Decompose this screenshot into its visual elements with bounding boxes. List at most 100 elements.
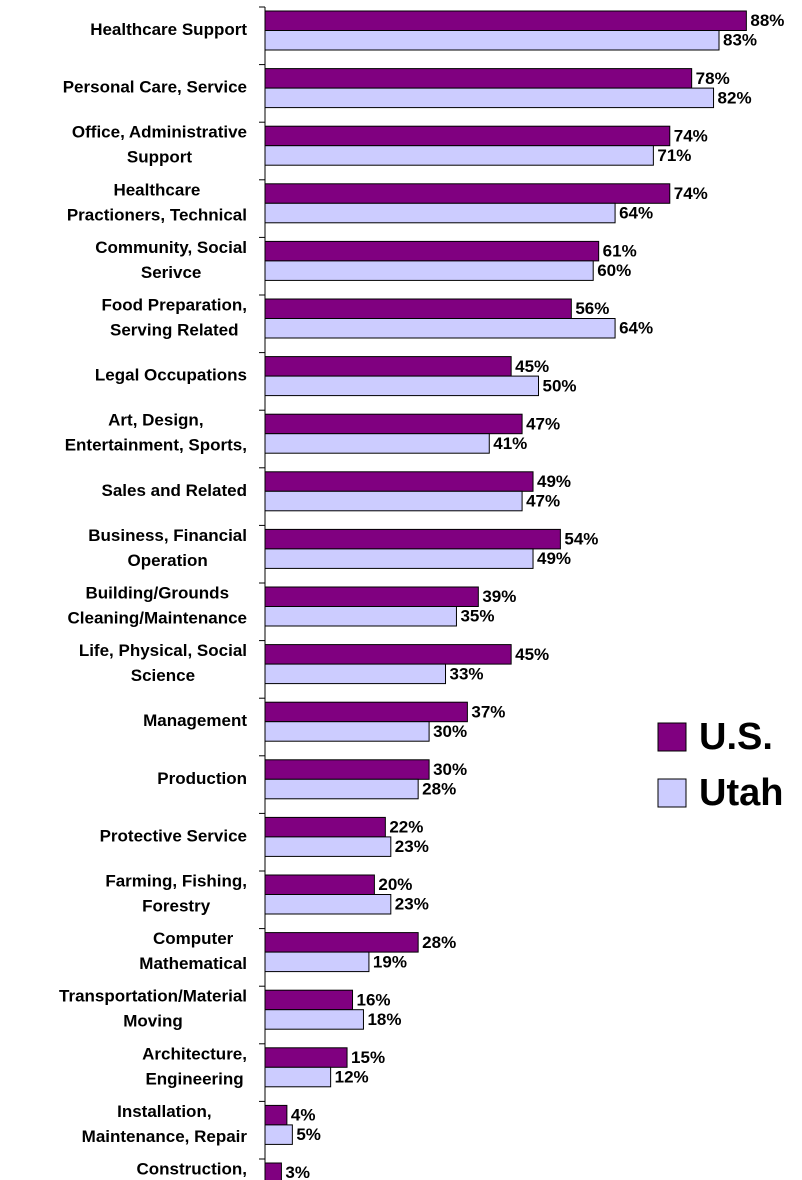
bar xyxy=(264,433,490,454)
data-label: 30% xyxy=(433,760,467,779)
data-label: 5% xyxy=(296,1125,321,1144)
y-tick-label: Management xyxy=(143,711,247,730)
y-tick-label: Sales and Related xyxy=(101,481,247,500)
bar xyxy=(264,701,468,723)
bar xyxy=(264,490,523,512)
data-label: 18% xyxy=(367,1010,401,1029)
bar xyxy=(264,87,715,109)
bar xyxy=(264,202,616,224)
bar xyxy=(264,932,419,953)
data-label: 20% xyxy=(378,875,412,894)
y-tick-label: Production xyxy=(157,769,247,788)
bar xyxy=(264,1009,364,1030)
data-label: 30% xyxy=(433,722,467,741)
bar xyxy=(264,356,512,377)
bar xyxy=(264,318,616,339)
y-tick-label: Transportation/Material xyxy=(59,987,247,1006)
data-label: 64% xyxy=(619,204,653,223)
data-label: 74% xyxy=(674,184,708,203)
y-tick-label: Mathematical xyxy=(139,954,247,973)
bar xyxy=(264,874,375,895)
data-label: 41% xyxy=(493,434,527,453)
y-tick-label: Cleaning/Maintenance xyxy=(68,608,247,627)
legend-label: Utah xyxy=(699,772,783,814)
bar xyxy=(264,721,430,742)
y-tick-label: Building/Grounds xyxy=(85,583,229,602)
bar xyxy=(264,413,523,435)
bar xyxy=(264,1047,348,1068)
y-tick-label: Legal Occupations xyxy=(95,366,247,385)
data-label: 4% xyxy=(291,1106,316,1125)
bar xyxy=(264,30,720,51)
bar xyxy=(264,1066,332,1088)
data-label: 61% xyxy=(603,242,637,261)
data-label: 56% xyxy=(575,299,609,318)
bar xyxy=(264,1124,293,1145)
bar xyxy=(264,816,386,838)
bar xyxy=(264,125,671,147)
data-label: 49% xyxy=(537,549,571,568)
data-label: 35% xyxy=(460,607,494,626)
data-label: 83% xyxy=(723,31,757,50)
bar xyxy=(264,145,654,166)
data-label: 82% xyxy=(718,88,752,107)
legend-swatch xyxy=(657,722,687,752)
y-tick-label: Art, Design, xyxy=(108,411,203,430)
data-label: 74% xyxy=(674,126,708,145)
y-tick-label: Installation, xyxy=(117,1102,211,1121)
data-label: 47% xyxy=(526,492,560,511)
data-label: 78% xyxy=(696,69,730,88)
y-tick-label: Practioners, Technical xyxy=(67,205,247,224)
y-tick-label: Entertainment, Sports, xyxy=(65,436,247,455)
data-label: 16% xyxy=(357,990,391,1009)
bar xyxy=(264,989,354,1011)
data-label: 3% xyxy=(285,1163,310,1180)
y-tick-label: Personal Care, Service xyxy=(63,78,247,97)
y-tick-label: Healthcare xyxy=(113,180,200,199)
data-label: 50% xyxy=(543,376,577,395)
y-tick-label: Serivce xyxy=(141,263,202,282)
data-label: 39% xyxy=(482,587,516,606)
bar xyxy=(264,894,392,915)
y-tick-label: Office, Administrative xyxy=(72,123,247,142)
bar xyxy=(264,471,534,492)
bar xyxy=(264,778,419,800)
data-label: 49% xyxy=(537,472,571,491)
bar xyxy=(264,951,370,973)
y-tick-label: Protective Service xyxy=(100,826,247,845)
y-tick-label: Business, Financial xyxy=(88,526,247,545)
y-tick-label: Maintenance, Repair xyxy=(82,1127,248,1146)
bar xyxy=(264,586,479,607)
data-label: 19% xyxy=(373,952,407,971)
bar xyxy=(264,528,561,550)
bar xyxy=(264,759,430,780)
bar xyxy=(264,644,512,665)
y-tick-label: Operation xyxy=(127,551,207,570)
data-label: 23% xyxy=(395,895,429,914)
bar xyxy=(264,606,457,627)
data-label: 54% xyxy=(564,530,598,549)
y-tick-label: Moving xyxy=(123,1012,183,1031)
data-label: 37% xyxy=(471,702,505,721)
data-label: 64% xyxy=(619,319,653,338)
bar xyxy=(264,548,534,569)
data-label: 12% xyxy=(335,1068,369,1087)
bar xyxy=(264,240,600,262)
bar xyxy=(264,260,594,281)
y-tick-label: Support xyxy=(127,148,192,167)
y-tick-label: Engineering xyxy=(145,1069,243,1088)
legend-label: U.S. xyxy=(699,716,773,758)
bar xyxy=(264,663,447,685)
bar xyxy=(264,375,539,397)
bar xyxy=(264,1104,288,1126)
y-tick-label: Science xyxy=(131,666,195,685)
y-tick-label: Forestry xyxy=(142,896,211,915)
data-label: 28% xyxy=(422,780,456,799)
legend-swatch xyxy=(657,778,687,808)
y-tick-label: Architecture, xyxy=(142,1044,247,1063)
y-tick-label: Construction, xyxy=(137,1159,248,1178)
data-label: 60% xyxy=(597,261,631,280)
data-label: 23% xyxy=(395,837,429,856)
y-tick-label: Food Preparation, xyxy=(102,295,247,314)
